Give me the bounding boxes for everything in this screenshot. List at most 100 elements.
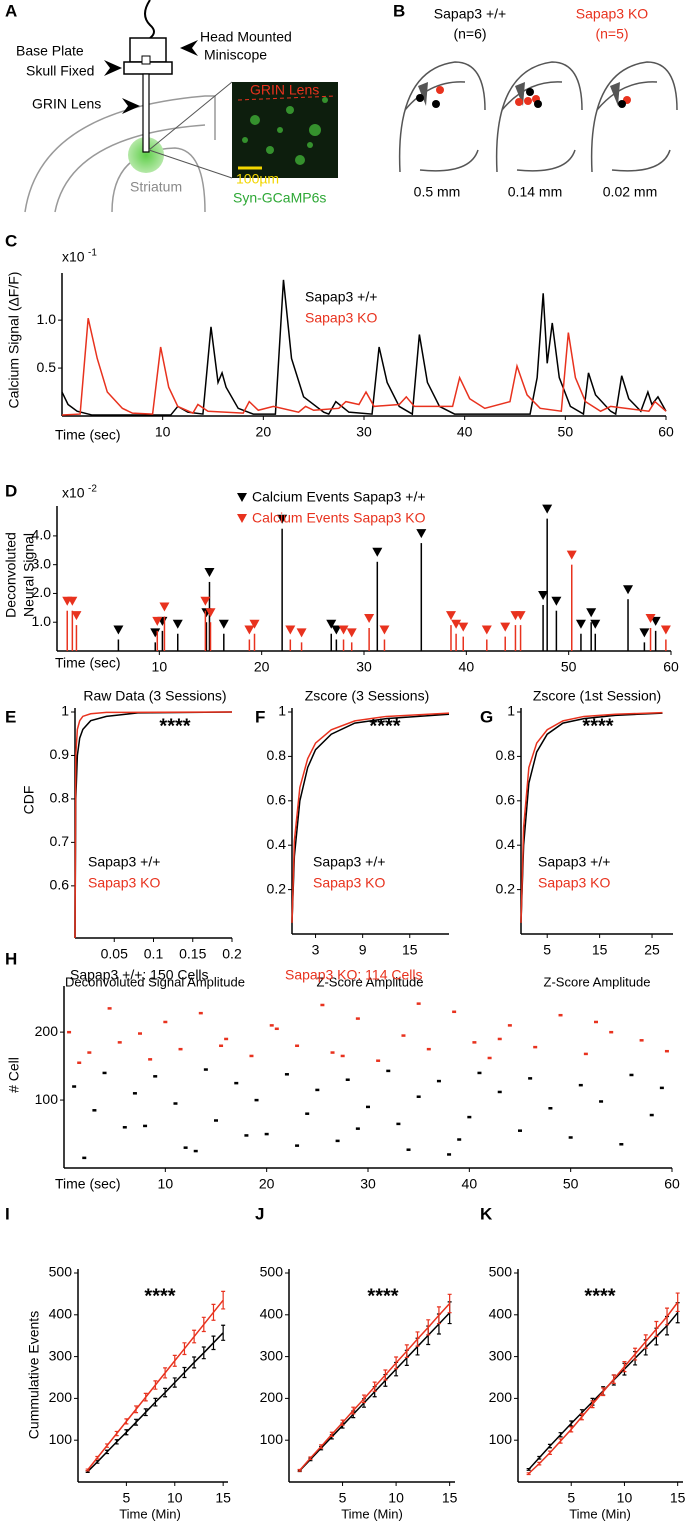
group-n: (n=6): [453, 26, 486, 42]
micrograph-cells: [242, 97, 328, 165]
event-dot: [219, 1044, 224, 1048]
event-dot: [107, 1007, 112, 1010]
event-dot: [406, 1148, 411, 1151]
y-tick-label: 1.0: [37, 311, 57, 327]
panel-letter: H: [5, 949, 17, 968]
event-dot: [355, 1127, 360, 1130]
y-axis-label: CDF: [21, 786, 37, 815]
y-tick-label: 0.8: [267, 747, 287, 763]
arrow: [122, 98, 140, 114]
event-marker: [542, 504, 553, 514]
error-bar: [143, 1408, 148, 1417]
y-tick-label: 0.2: [267, 880, 287, 896]
arrow: [180, 40, 198, 56]
indicator-label: Syn-GCaMP6s: [233, 190, 326, 206]
error-bar: [192, 1329, 197, 1344]
error-bar: [134, 1405, 139, 1414]
event-dot: [77, 1061, 82, 1064]
event-dot: [436, 1079, 441, 1083]
event-dot: [386, 1069, 391, 1073]
event-dot: [330, 1051, 335, 1054]
x-tick-label: 10: [167, 1490, 183, 1506]
legend-label: Sapap3 KO: [313, 875, 385, 891]
x-tick-label: 3: [312, 942, 320, 958]
error-bar: [182, 1342, 187, 1356]
x-tick-label: 10: [388, 1490, 404, 1506]
series-line: [74, 711, 233, 939]
event-dot: [143, 1124, 148, 1128]
x-tick-label: 15: [592, 942, 608, 958]
diagram-a: Head Mounted Miniscope Base Plate Skull …: [16, 0, 338, 213]
event-marker: [575, 619, 586, 629]
y-tick-label: 100: [35, 1091, 59, 1107]
event-dot: [320, 1003, 325, 1007]
y-tick-label: 0.9: [50, 746, 70, 762]
event-marker: [152, 616, 163, 626]
error-bar: [134, 1418, 139, 1426]
error-bar: [611, 1374, 616, 1384]
error-bar: [163, 1367, 168, 1379]
error-bar: [675, 1292, 680, 1313]
placements: [416, 86, 631, 108]
x-axis-label: Time (Min): [569, 1506, 631, 1521]
series-line: [61, 318, 667, 416]
event-dot: [345, 1078, 350, 1081]
event-marker: [458, 622, 469, 632]
event-marker: [244, 625, 255, 635]
sections: [398, 61, 678, 173]
x-tick-label: 15: [442, 1490, 458, 1506]
significance: ****: [159, 715, 190, 737]
y-tick-label: 3.0: [32, 555, 52, 571]
y-tick-label: 0.6: [496, 792, 516, 808]
x-tick-label: 5: [567, 1490, 575, 1506]
event-dot: [487, 1056, 492, 1060]
x-tick-label: 60: [664, 1176, 680, 1192]
error-bar: [372, 1381, 377, 1392]
event-dot: [497, 1037, 502, 1041]
error-bar: [447, 1293, 452, 1314]
error-bar: [163, 1387, 168, 1398]
error-bar: [394, 1356, 399, 1370]
error-bar: [569, 1420, 574, 1427]
error-bar: [643, 1334, 648, 1349]
event-marker: [296, 628, 307, 638]
x-tick-label: 15: [670, 1490, 685, 1506]
error-bar: [211, 1303, 216, 1321]
panel-letter: K: [480, 1204, 493, 1223]
legend-marker: [237, 493, 247, 502]
error-bar: [351, 1406, 356, 1415]
x-tick-label: 0.15: [179, 946, 206, 962]
panel-letter: J: [255, 1204, 264, 1223]
section-label: 0.14 mm: [508, 184, 562, 200]
x-tick-label: 10: [155, 424, 171, 440]
y-tick-label: 500: [260, 1264, 284, 1280]
event-marker: [416, 529, 427, 539]
error-bar: [153, 1397, 158, 1407]
event-dot: [649, 1113, 654, 1117]
event-dot: [214, 1119, 218, 1122]
injection-site: [128, 137, 164, 173]
legend-label: Sapap3 +/+: [88, 854, 160, 870]
series-line: [520, 712, 663, 923]
y-tick-label: 400: [49, 1306, 73, 1322]
y-tick-label: 1: [278, 703, 286, 719]
event-marker: [285, 625, 296, 635]
y-tick-label: 1: [61, 703, 69, 719]
x-tick-label: 60: [663, 659, 679, 675]
event-dot: [594, 1020, 598, 1024]
event-marker: [326, 619, 337, 629]
y-tick-label: 400: [489, 1306, 513, 1322]
grin-lens: [142, 73, 150, 153]
event-dot: [269, 1024, 274, 1027]
panel-letter: F: [255, 707, 265, 726]
error-bar: [654, 1320, 659, 1338]
x-tick-label: 5: [339, 1490, 347, 1506]
error-bar: [319, 1444, 324, 1449]
event-dot: [452, 1010, 457, 1014]
y-tick-label: 100: [260, 1431, 284, 1447]
event-marker: [159, 602, 170, 612]
x-tick-label: 5: [543, 942, 551, 958]
zoom-line: [148, 81, 233, 151]
event-dot: [472, 1041, 477, 1044]
group-label: Sapap3 +/+: [434, 6, 506, 22]
